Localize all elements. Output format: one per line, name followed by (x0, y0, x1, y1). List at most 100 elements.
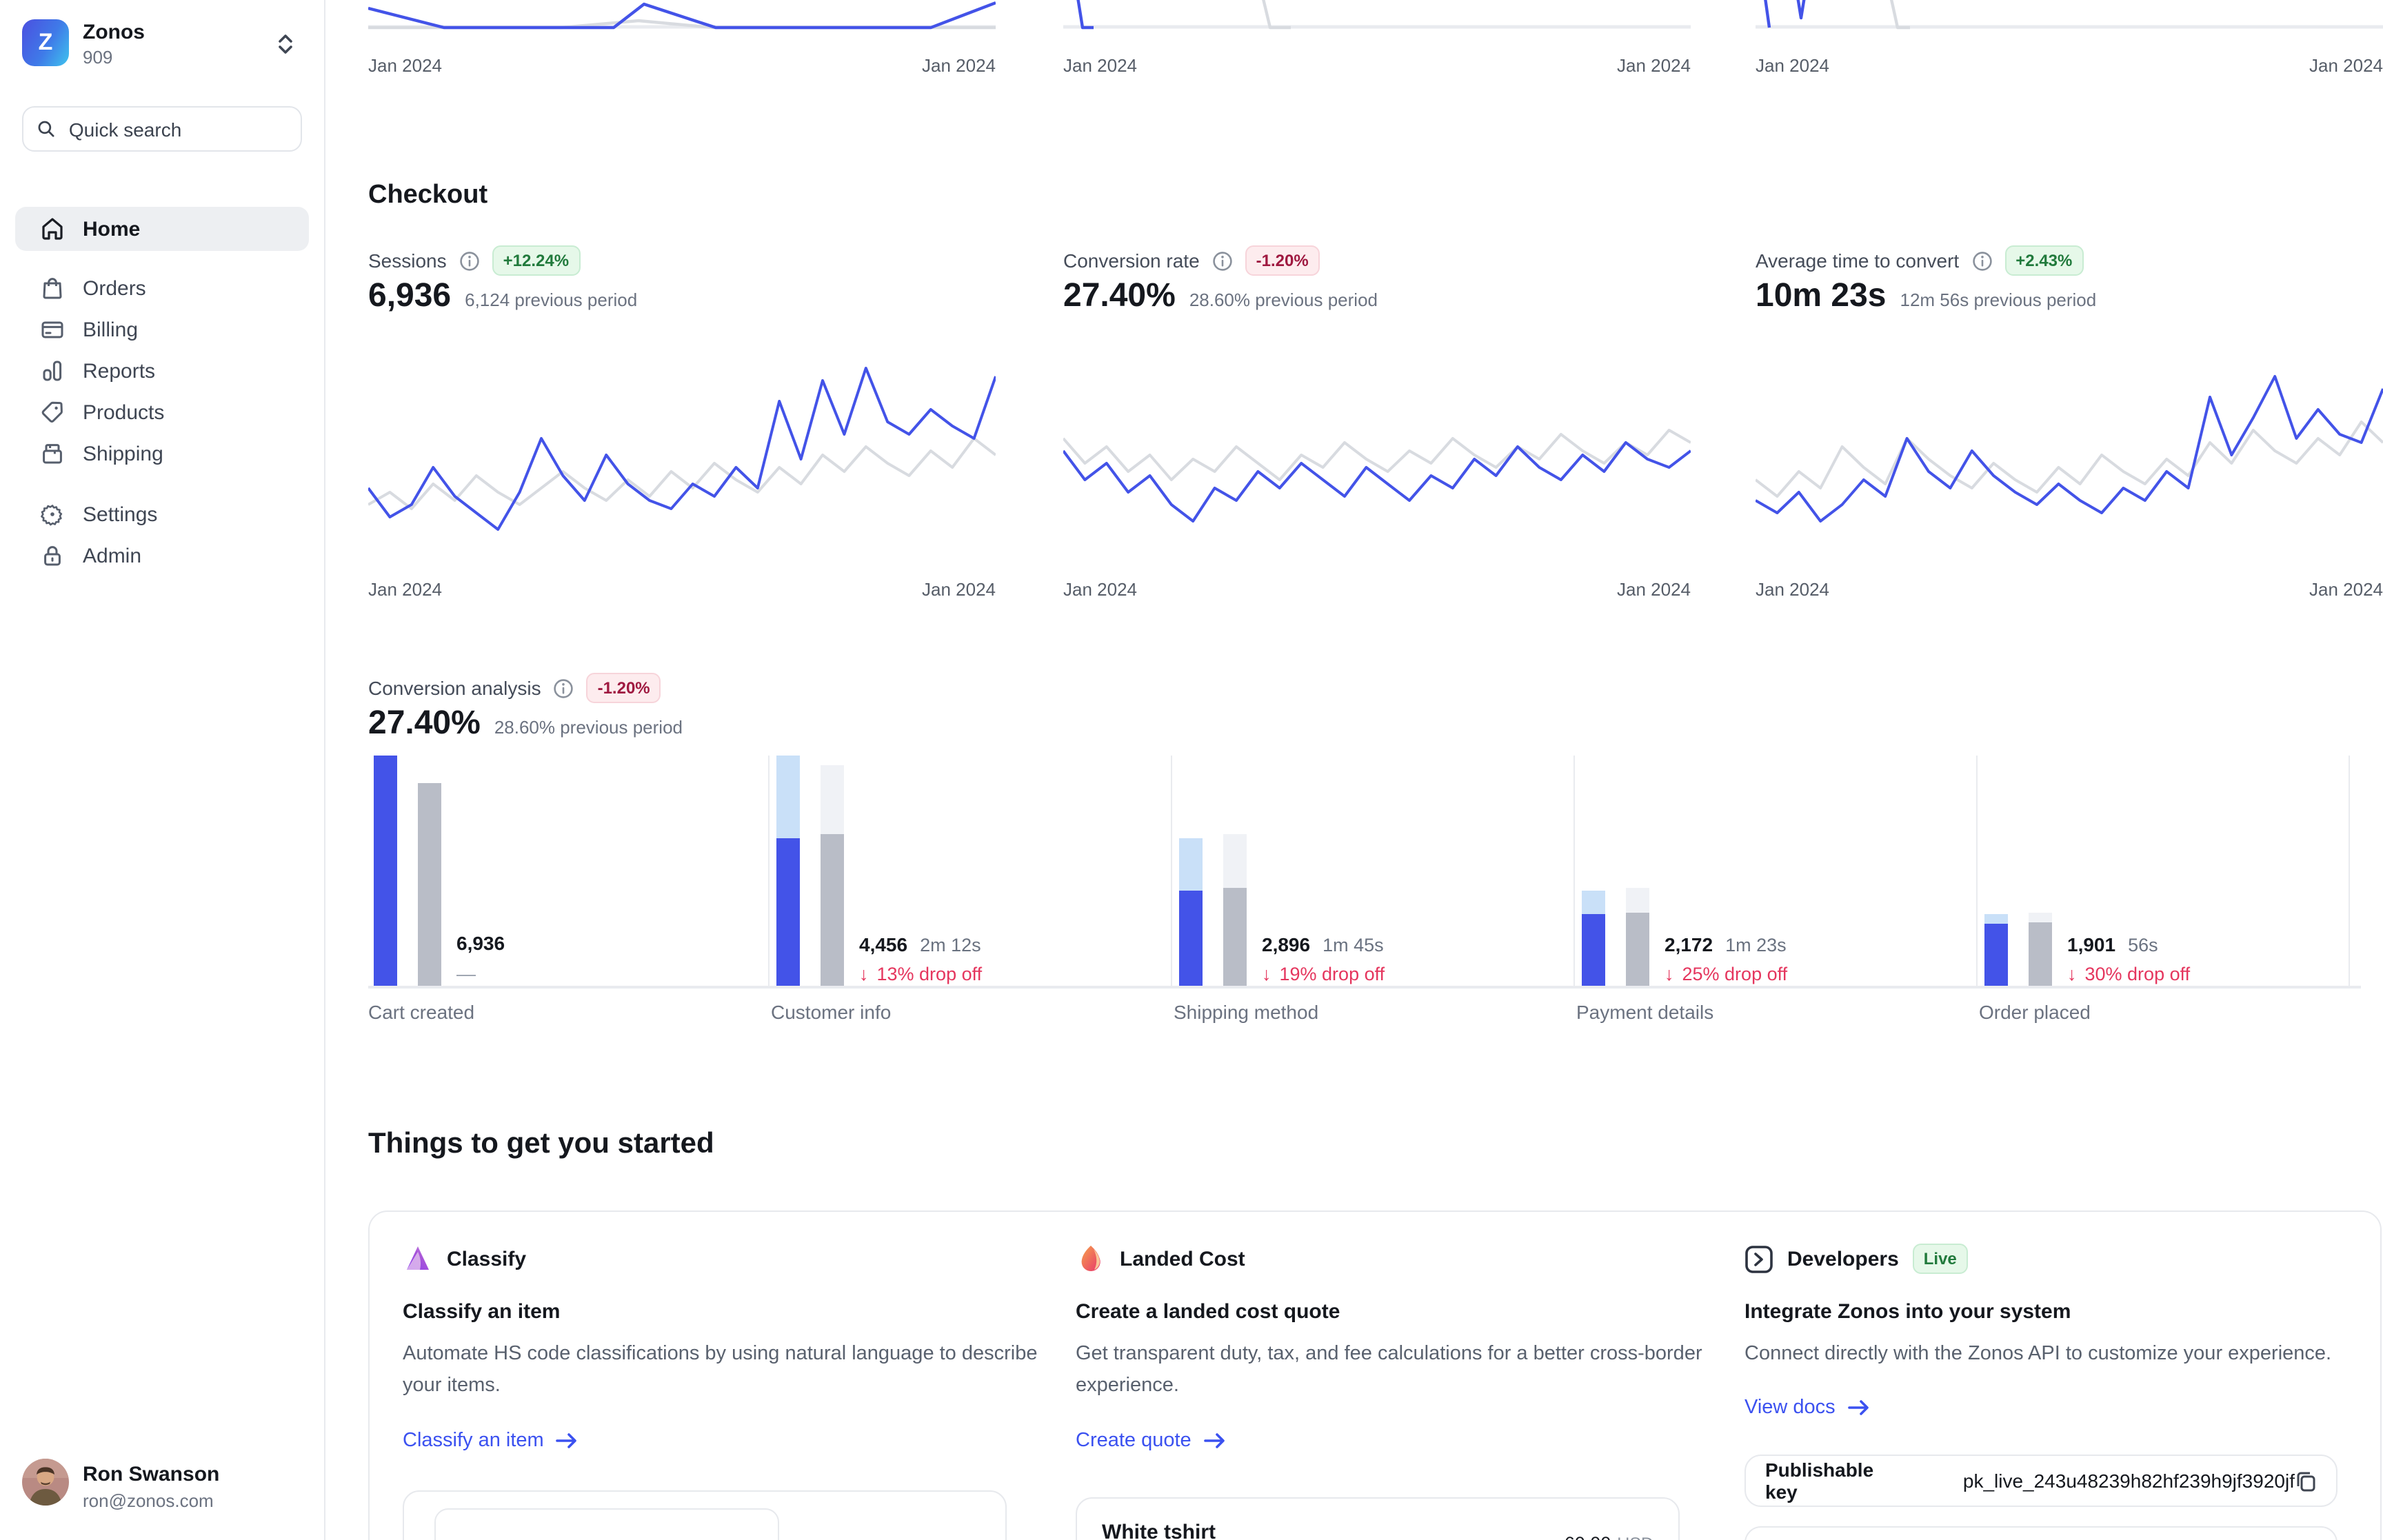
funnel-stage-labels: Cart created Customer info Shipping meth… (368, 1001, 2361, 1029)
top-chart-2-axis: Jan 2024 Jan 2024 (1063, 55, 1691, 76)
preview-item-name: White tshirt (1102, 1521, 1216, 1540)
user-name: Ron Swanson (83, 1463, 220, 1486)
checkout-section-title: Checkout (368, 181, 488, 210)
conversion-funnel: 6,936 — 4,456 2m 12s ↓ 13% drop off 2,896 1… (368, 756, 2361, 987)
sidebar-item-reports[interactable]: Reports (15, 349, 309, 393)
publishable-key-row: Publishable key pk_live_243u48239h82hf23… (1744, 1455, 2337, 1507)
org-name: Zonos (83, 21, 145, 44)
metric-change-badge: +12.24% (492, 245, 581, 276)
classify-app-row: Classify (403, 1244, 526, 1274)
developers-app-row: Developers Live (1744, 1244, 1968, 1274)
info-icon[interactable] (554, 678, 574, 698)
user-avatar[interactable] (22, 1459, 69, 1506)
sidebar-item-label: Admin (83, 544, 142, 567)
stage-time: 1m 45s (1323, 935, 1384, 955)
billing-icon (40, 317, 65, 342)
stage-drop-off: 25% drop off (1682, 964, 1788, 984)
metric-change-badge: -1.20% (1245, 245, 1320, 276)
funnel-bar-current (1984, 914, 2008, 987)
top-chart-2 (1063, 0, 1691, 41)
stage-drop-off: 13% drop off (876, 964, 983, 984)
info-icon[interactable] (459, 250, 480, 271)
axis-label-right: Jan 2024 (1617, 579, 1691, 600)
copy-key-button[interactable] (2295, 1470, 2317, 1492)
gear-icon (40, 502, 65, 527)
avatar-photo (22, 1459, 69, 1506)
funnel-divider (768, 756, 770, 987)
developers-app-icon (1745, 1245, 1773, 1273)
axis-label-right: Jan 2024 (2309, 579, 2383, 600)
funnel-stage-cart-created: 6,936 — (368, 756, 771, 987)
funnel-divider (1976, 756, 1978, 987)
axis-label-right: Jan 2024 (922, 55, 996, 76)
sidebar-item-label: Shipping (83, 442, 163, 465)
shipping-icon (40, 441, 65, 466)
axis-label-left: Jan 2024 (368, 579, 442, 600)
sidebar-item-label: Reports (83, 359, 156, 383)
classify-preview-input[interactable]: 6505.00 (434, 1508, 779, 1540)
info-icon[interactable] (1212, 250, 1233, 271)
sidebar-item-orders[interactable]: Orders (15, 266, 309, 310)
products-icon (40, 400, 65, 425)
funnel-divider-end (2349, 756, 2350, 987)
org-switcher-button[interactable] (273, 30, 298, 58)
info-icon[interactable] (1971, 250, 1992, 271)
lock-icon (40, 543, 65, 568)
search-input[interactable] (66, 116, 287, 141)
stage-value: 2,172 (1665, 933, 1713, 955)
preview-item-currency: USD (1617, 1534, 1653, 1540)
metric-previous: 12m 56s previous period (1900, 290, 2097, 310)
funnel-baseline (368, 986, 2361, 989)
sidebar-item-label: Products (83, 401, 165, 424)
app-name: Landed Cost (1120, 1247, 1245, 1270)
conversion-analysis-header: Conversion analysis -1.20% (368, 673, 661, 703)
metric-value: 6,936 (368, 277, 452, 314)
classify-link[interactable]: Classify an item (403, 1430, 579, 1452)
reports-icon (40, 358, 65, 383)
funnel-divider (1573, 756, 1575, 987)
axis-label-left: Jan 2024 (1063, 579, 1137, 600)
stage-label: Shipping method (1174, 1001, 1319, 1023)
funnel-bar-current (1582, 890, 1605, 987)
link-label: View docs (1744, 1397, 1836, 1419)
copy-icon (2297, 1472, 2315, 1492)
create-quote-link[interactable]: Create quote (1076, 1430, 1226, 1452)
axis-label-left: Jan 2024 (1756, 579, 1829, 600)
axis-label-right: Jan 2024 (922, 579, 996, 600)
metric-label: Conversion analysis (368, 677, 541, 699)
arrow-right-icon (556, 1433, 577, 1448)
metric-conversion-value: 27.40% 28.60% previous period (1063, 277, 1378, 316)
funnel-stage-stats: 4,456 2m 12s ↓ 13% drop off (859, 933, 982, 984)
classify-heading: Classify an item (403, 1300, 561, 1324)
developers-heading: Integrate Zonos into your system (1744, 1300, 2071, 1324)
sidebar-item-admin[interactable]: Admin (15, 534, 309, 578)
sidebar-item-label: Settings (83, 503, 158, 526)
sidebar-item-billing[interactable]: Billing (15, 307, 309, 352)
funnel-stage-shipping-method: 2,896 1m 45s ↓ 19% drop off (1171, 756, 1576, 987)
metric-label: Sessions (368, 250, 447, 272)
stage-value: 2,896 (1262, 933, 1311, 955)
publishable-key-value: pk_live_243u48239h82hf239h9jf3920jf (1962, 1470, 2295, 1492)
sidebar-item-shipping[interactable]: Shipping (15, 432, 309, 476)
stage-label: Order placed (1979, 1001, 2091, 1023)
app-name: Developers (1787, 1247, 1899, 1270)
drop-arrow-icon: ↓ (1665, 964, 1674, 984)
sidebar-item-home[interactable]: Home (15, 207, 309, 251)
stage-value: 6,936 (456, 932, 505, 954)
funnel-bar-current (1179, 838, 1203, 987)
quick-search[interactable] (22, 106, 302, 152)
funnel-bar-current (374, 756, 397, 987)
metric-sessions-header: Sessions +12.24% (368, 245, 581, 276)
axis-label-left: Jan 2024 (1063, 55, 1137, 76)
stage-value: 4,456 (859, 933, 908, 955)
metric-label: Average time to convert (1756, 250, 1960, 272)
view-docs-link[interactable]: View docs (1744, 1397, 1870, 1419)
sidebar-item-settings[interactable]: Settings (15, 492, 309, 536)
funnel-bar-previous (1223, 834, 1247, 987)
funnel-divider (1171, 756, 1172, 987)
landed-cost-app-row: Landed Cost (1076, 1244, 1245, 1274)
funnel-bar-previous (2029, 913, 2052, 987)
metric-sessions-value: 6,936 6,124 previous period (368, 277, 637, 316)
metric-value: 27.40% (1063, 277, 1176, 314)
sidebar-item-products[interactable]: Products (15, 390, 309, 434)
